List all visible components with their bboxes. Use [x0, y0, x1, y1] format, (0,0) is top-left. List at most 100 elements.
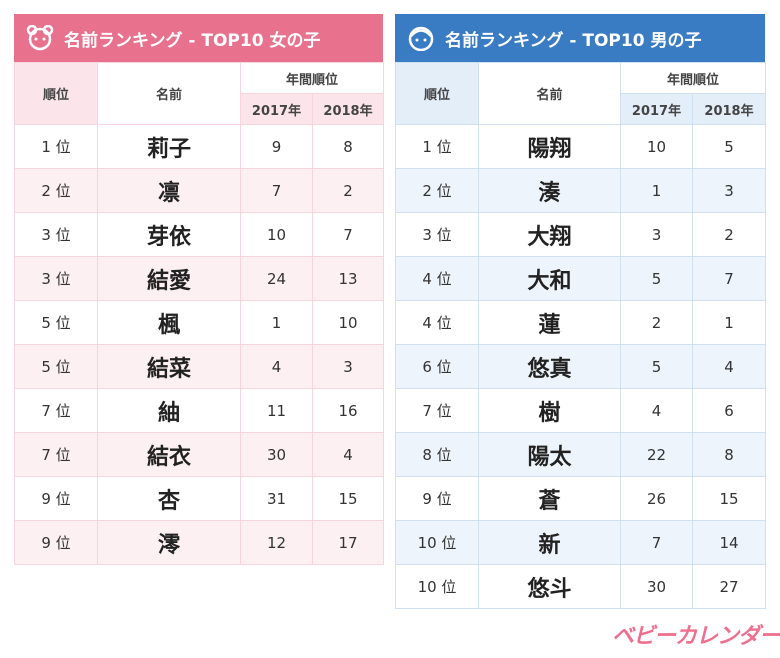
year-2017: 11 [240, 388, 313, 433]
boys-panel: 名前ランキング - TOP10 男の子 順位 名前 年間順位 2017年 2018年 1 … [395, 14, 767, 609]
rank: 1 位 [14, 124, 98, 169]
table-row: 5 位結菜 4 3 [14, 344, 385, 389]
year-2018: 6 [691, 388, 767, 433]
table-row: 9 位蒼 26 15 [395, 476, 767, 521]
table-row: 6 位悠真 5 4 [395, 344, 767, 389]
table-title: 名前ランキング - TOP10 男の子 [445, 30, 702, 51]
name: 紬 [97, 388, 241, 433]
name: 結菜 [97, 344, 241, 389]
logo: ベビーカレンダー [612, 624, 780, 649]
year-2018: 17 [311, 520, 385, 565]
year-2018: 4 [691, 344, 767, 389]
year-2018: 27 [691, 564, 767, 609]
year-2017: 1 [240, 300, 313, 345]
header-row: 2017年 2018年 [15, 93, 385, 125]
year-2018: 5 [691, 124, 767, 169]
rank: 9 位 [14, 476, 98, 521]
name: 大和 [478, 256, 621, 301]
rank: 2 位 [395, 168, 479, 213]
table-row: 4 位大和 5 7 [395, 256, 767, 301]
table-row: 10 位悠斗 30 27 [395, 564, 767, 609]
rank: 5 位 [14, 344, 98, 389]
rank: 7 位 [395, 388, 479, 433]
name: 楓 [97, 300, 241, 345]
name: 蓮 [478, 300, 621, 345]
table-row: 9 位杏 31 15 [14, 476, 385, 521]
year-2017: 9 [240, 124, 313, 169]
boys-header: 名前ランキング - TOP10 男の子 [395, 14, 765, 62]
rank: 4 位 [395, 300, 479, 345]
year-2018: 8 [691, 432, 767, 477]
header-row: 順位 名前 年間順位 [14, 62, 385, 125]
year-2017: 5 [620, 256, 693, 301]
year-2017: 4 [240, 344, 313, 389]
year-2017: 30 [620, 564, 693, 609]
header-row: 順位 名前 年間順位 [395, 62, 767, 125]
name: 芽依 [97, 212, 241, 257]
header-cell: 順位 [395, 62, 479, 125]
table-row: 3 位大翔 3 2 [395, 212, 767, 257]
rank: 5 位 [14, 300, 98, 345]
year-2017: 7 [240, 168, 313, 213]
year-2018: 2 [691, 212, 767, 257]
header-row: 2017年 2018年 [396, 93, 767, 125]
rank: 9 位 [14, 520, 98, 565]
name: 蒼 [478, 476, 621, 521]
name: 結愛 [97, 256, 241, 301]
name: 結衣 [97, 432, 241, 477]
rank: 3 位 [14, 212, 98, 257]
header-cell: 順位 [14, 62, 98, 125]
rank: 10 位 [395, 564, 479, 609]
year-2017: 31 [240, 476, 313, 521]
year-2018: 1 [691, 300, 767, 345]
table-row: 10 位新 7 14 [395, 520, 767, 565]
name: 凛 [97, 168, 241, 213]
year-2017: 22 [620, 432, 693, 477]
name: 大翔 [478, 212, 621, 257]
year-2018: 14 [691, 520, 767, 565]
table-row: 5 位楓 1 10 [14, 300, 385, 345]
table-title: 名前ランキング - TOP10 女の子 [64, 30, 321, 51]
year-2018: 15 [691, 476, 767, 521]
name: 陽太 [478, 432, 621, 477]
year-2017: 26 [620, 476, 693, 521]
year-2018: 15 [311, 476, 385, 521]
header-cell: 名前 [478, 62, 621, 125]
girls-panel: 名前ランキング - TOP10 女の子 順位 名前 年間順位 2017年 2018年 1 … [14, 14, 385, 565]
table-row: 3 位結愛 24 13 [14, 256, 385, 301]
table-row: 9 位澪 12 17 [14, 520, 385, 565]
header-cell: 2017年 [620, 93, 693, 125]
table-row: 1 位莉子 9 8 [14, 124, 385, 169]
rank: 10 位 [395, 520, 479, 565]
name: 陽翔 [478, 124, 621, 169]
rank: 8 位 [395, 432, 479, 477]
year-2017: 30 [240, 432, 313, 477]
girl-icon [26, 25, 54, 51]
name: 湊 [478, 168, 621, 213]
rank: 3 位 [14, 256, 98, 301]
table-row: 3 位芽依 10 7 [14, 212, 385, 257]
name: 杏 [97, 476, 241, 521]
year-2018: 7 [691, 256, 767, 301]
girls-header: 名前ランキング - TOP10 女の子 [14, 14, 383, 62]
year-2017: 24 [240, 256, 313, 301]
name: 樹 [478, 388, 621, 433]
rank: 6 位 [395, 344, 479, 389]
year-2018: 10 [311, 300, 385, 345]
name: 悠真 [478, 344, 621, 389]
boy-icon [408, 26, 434, 51]
year-2017: 1 [620, 168, 693, 213]
year-2017: 12 [240, 520, 313, 565]
header-cell: 名前 [97, 62, 241, 125]
year-2017: 10 [240, 212, 313, 257]
table-row: 1 位陽翔 10 5 [395, 124, 767, 169]
year-2018: 13 [311, 256, 385, 301]
rank: 4 位 [395, 256, 479, 301]
year-2018: 8 [311, 124, 385, 169]
year-2018: 7 [311, 212, 385, 257]
